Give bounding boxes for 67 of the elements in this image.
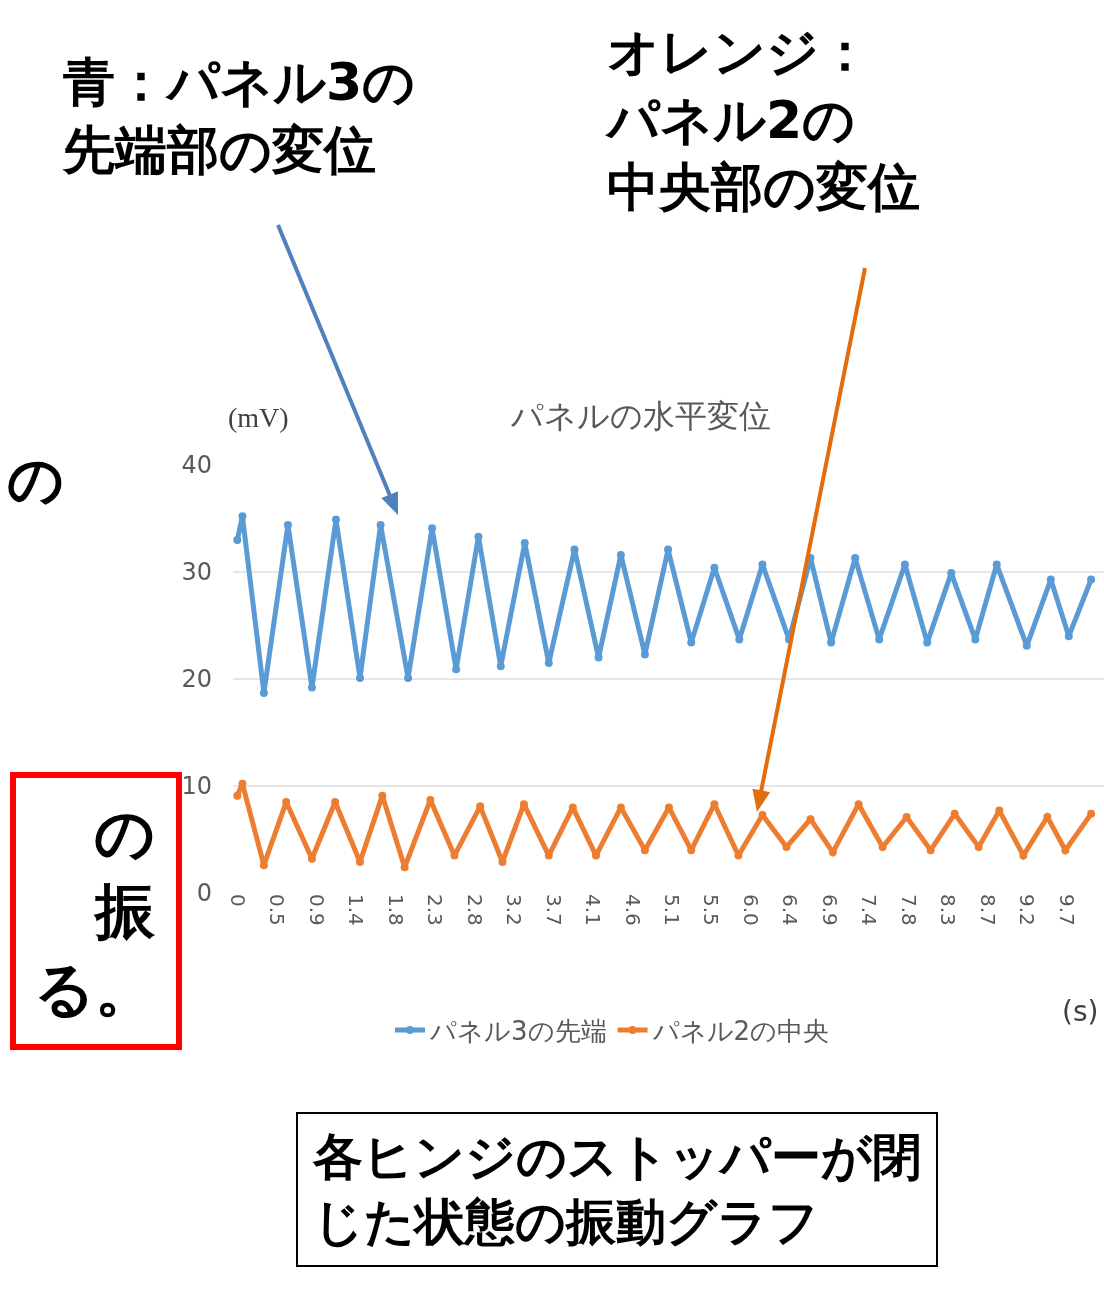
- x-tick-label: 1.4: [344, 894, 369, 926]
- point: [233, 791, 242, 800]
- point: [376, 520, 385, 529]
- point: [1087, 809, 1096, 818]
- y-tick-label: 30: [181, 558, 212, 587]
- x-tick-label: 3.7: [541, 894, 566, 926]
- y-tick-label: 40: [181, 451, 212, 480]
- x-tick-label: 2.8: [462, 894, 487, 926]
- text: オレンジ：パネル2の中央部の変位: [604, 22, 920, 218]
- text: 青：パネル3の先端部の変位: [62, 52, 416, 180]
- point: [735, 635, 744, 644]
- x-tick-label: 3.2: [502, 894, 527, 926]
- x-tick-label: 4.1: [581, 894, 606, 926]
- point: [664, 545, 673, 554]
- point: [331, 515, 340, 524]
- point: [687, 638, 696, 647]
- point: [900, 560, 909, 569]
- x-tick-label: 0: [225, 894, 250, 907]
- point: [992, 560, 1001, 569]
- point: [426, 795, 435, 804]
- point: [1064, 632, 1073, 641]
- x-tick-label: 9.7: [1054, 894, 1079, 926]
- text: 各ヒンジのストッパーが閉じた状態の振動グラフ: [312, 1128, 922, 1251]
- x-tick-label: 1.8: [383, 894, 408, 926]
- point: [259, 861, 268, 870]
- point: [283, 520, 292, 529]
- x-tick-label: 0.9: [304, 894, 329, 926]
- x-tick-label: 2.3: [423, 894, 448, 926]
- x-tick-label: 6.4: [778, 894, 803, 926]
- point: [233, 535, 242, 544]
- point: [827, 638, 836, 647]
- text: の振る。: [34, 798, 156, 1024]
- legend-label: パネル3の先端: [429, 1016, 607, 1047]
- point: [238, 512, 247, 521]
- x-tick-label: 6.9: [817, 894, 842, 926]
- y-axis-title: (mV): [228, 402, 289, 433]
- y-tick-label: 20: [181, 665, 212, 694]
- x-tick-label: 8.7: [975, 894, 1000, 926]
- x-axis-title: (s): [1062, 995, 1099, 1028]
- point: [428, 524, 437, 533]
- legend-label: パネル2の中央: [651, 1016, 830, 1047]
- point: [971, 635, 980, 644]
- point: [806, 815, 815, 824]
- x-tick-label: 7.8: [896, 894, 921, 926]
- x-tick-label: 5.1: [660, 894, 684, 926]
- point: [307, 683, 316, 692]
- chart-title: パネルの水平変位: [510, 397, 771, 435]
- x-tick-label: 9.2: [1015, 894, 1040, 926]
- point: [400, 863, 409, 872]
- point: [452, 665, 461, 674]
- point: [570, 545, 579, 554]
- y-tick-label: 10: [181, 772, 212, 801]
- x-tick-label: 5.5: [699, 894, 724, 926]
- x-tick-label: 0.5: [265, 894, 290, 926]
- point: [1087, 575, 1096, 584]
- point: [640, 650, 649, 659]
- x-tick-label: 6.0: [738, 894, 763, 926]
- point: [474, 532, 483, 541]
- text: の: [7, 447, 64, 512]
- x-tick-label: 8.3: [936, 894, 961, 926]
- point: [238, 779, 247, 788]
- point: [594, 653, 603, 662]
- x-tick-label: 4.6: [620, 894, 645, 926]
- x-tick-label: 7.4: [857, 894, 882, 926]
- point: [496, 662, 505, 671]
- point: [378, 791, 387, 800]
- point: [616, 550, 625, 559]
